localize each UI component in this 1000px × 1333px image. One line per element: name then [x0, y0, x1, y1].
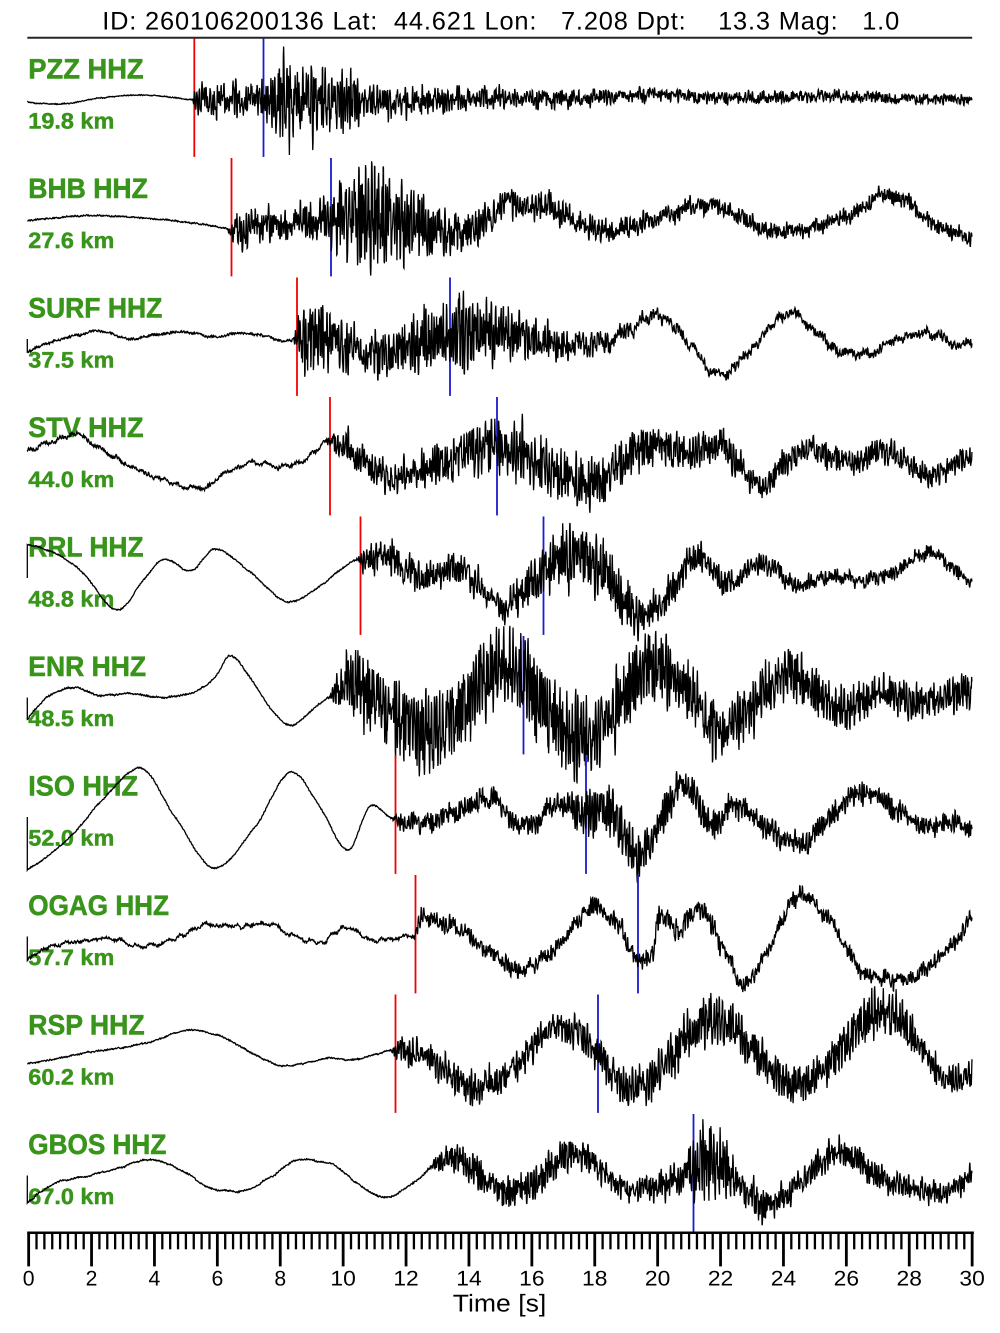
svg-text:37.5 km: 37.5 km [28, 347, 114, 372]
svg-text:STV HHZ: STV HHZ [28, 411, 143, 443]
svg-text:ENR HHZ: ENR HHZ [28, 650, 146, 682]
svg-text:57.7 km: 57.7 km [28, 945, 114, 970]
svg-text:52.0 km: 52.0 km [28, 825, 114, 850]
svg-text:2: 2 [86, 1268, 98, 1291]
svg-text:16: 16 [519, 1268, 544, 1291]
svg-text:SURF HHZ: SURF HHZ [28, 292, 162, 324]
svg-text:44.0 km: 44.0 km [28, 467, 114, 492]
svg-text:RRL HHZ: RRL HHZ [28, 531, 143, 563]
svg-text:18: 18 [582, 1268, 607, 1291]
svg-text:26: 26 [834, 1268, 859, 1291]
svg-text:12: 12 [393, 1268, 418, 1291]
svg-text:67.0 km: 67.0 km [28, 1184, 114, 1209]
svg-text:10: 10 [330, 1268, 355, 1291]
svg-text:28: 28 [897, 1268, 922, 1291]
svg-text:6: 6 [211, 1268, 223, 1291]
svg-text:4: 4 [149, 1268, 161, 1291]
svg-text:19.8 km: 19.8 km [28, 108, 114, 133]
svg-text:RSP HHZ: RSP HHZ [28, 1009, 144, 1041]
svg-text:ISO HHZ: ISO HHZ [28, 770, 138, 802]
svg-text:48.5 km: 48.5 km [28, 706, 114, 731]
svg-text:27.6 km: 27.6 km [28, 228, 114, 253]
svg-text:8: 8 [274, 1268, 286, 1291]
svg-text:30: 30 [959, 1268, 984, 1291]
svg-text:0: 0 [23, 1268, 35, 1291]
svg-text:GBOS HHZ: GBOS HHZ [28, 1128, 166, 1160]
svg-text:OGAG HHZ: OGAG HHZ [28, 889, 169, 921]
svg-text:20: 20 [645, 1268, 670, 1291]
svg-text:22: 22 [708, 1268, 733, 1291]
svg-text:24: 24 [771, 1268, 797, 1291]
svg-text:48.8 km: 48.8 km [28, 586, 114, 611]
svg-text:Time [s]: Time [s] [453, 1291, 547, 1318]
svg-text:60.2 km: 60.2 km [28, 1064, 114, 1089]
svg-text:BHB HHZ: BHB HHZ [28, 172, 148, 204]
svg-text:PZZ HHZ: PZZ HHZ [28, 53, 143, 85]
svg-text:ID: 260106200136 Lat: 44.621: ID: 260106200136 Lat: 44.621 Lon: 7.208 … [102, 7, 899, 35]
svg-text:14: 14 [456, 1268, 482, 1291]
